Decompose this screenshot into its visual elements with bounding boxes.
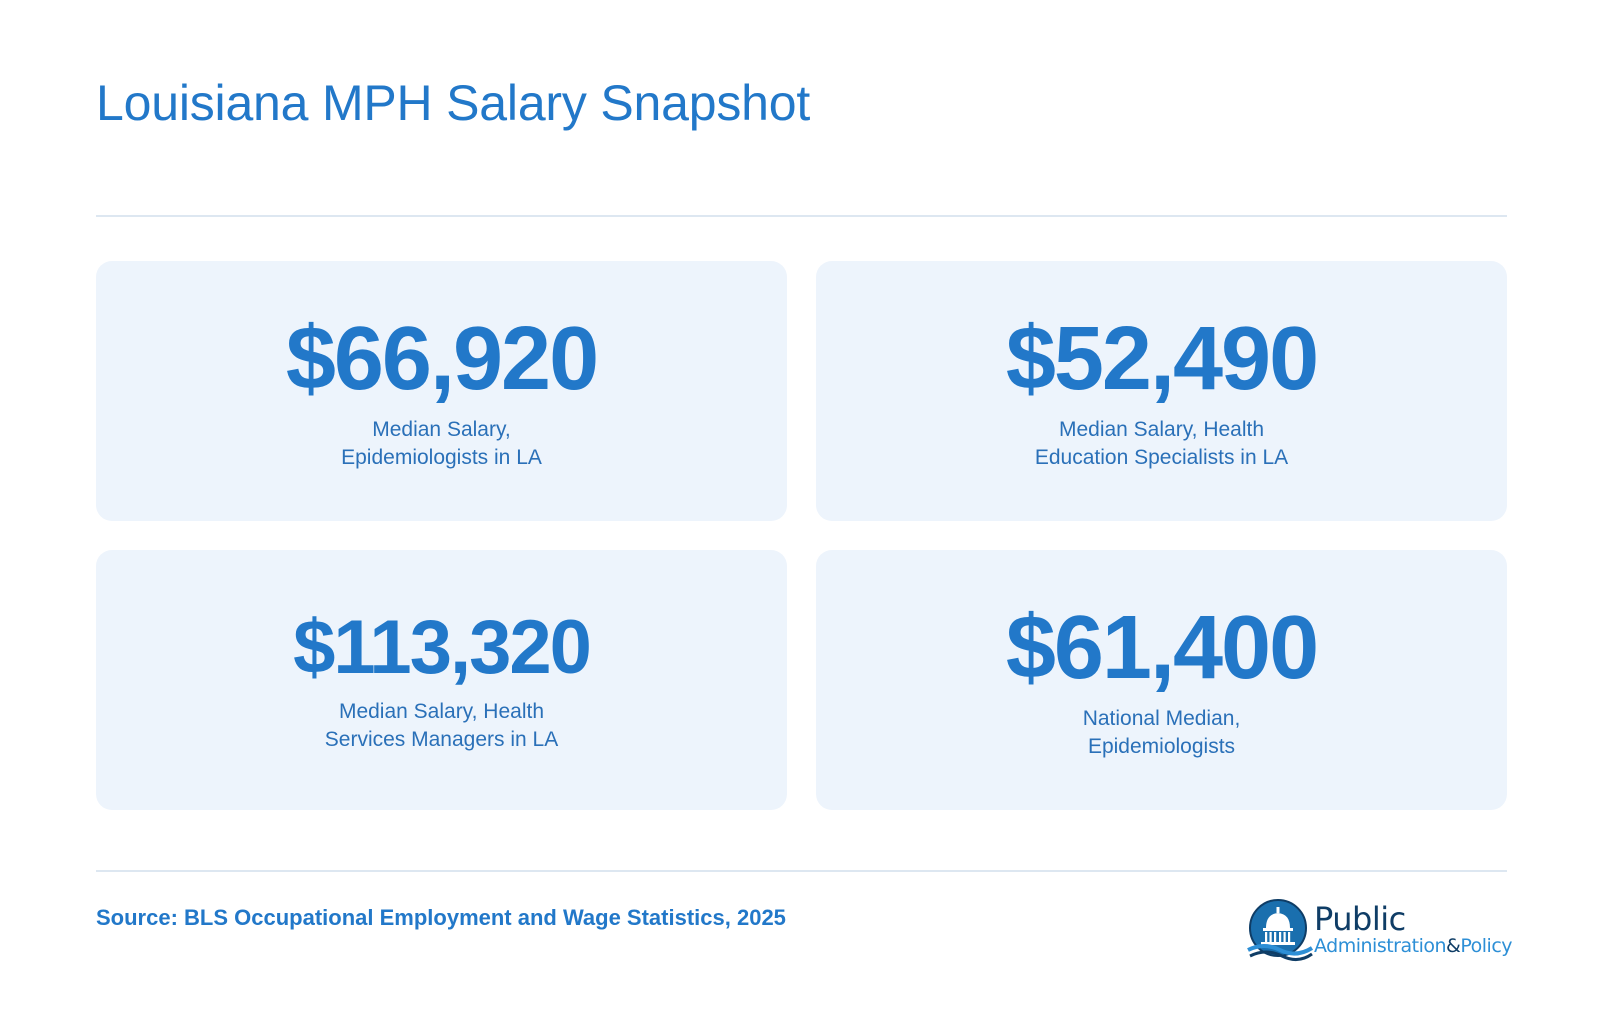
logo-word-administration: Administration	[1314, 935, 1447, 957]
stat-card-health-services-la: $113,320 Median Salary, Health Services …	[96, 550, 787, 810]
source-note: Source: BLS Occupational Employment and …	[96, 905, 786, 930]
logo-word-policy: Policy	[1460, 935, 1513, 957]
logo-ampersand: &	[1446, 935, 1461, 957]
stat-label: National Median, Epidemiologists	[1082, 707, 1241, 758]
brand-logo: Public Administration&Policy	[1246, 898, 1516, 964]
stat-value: $52,490	[1005, 309, 1319, 409]
stat-label: Median Salary, Health Education Speciali…	[1034, 418, 1289, 469]
stat-value: $113,320	[293, 605, 592, 690]
capitol-dome-icon	[1247, 899, 1314, 961]
page-title: Louisiana MPH Salary Snapshot	[96, 75, 811, 131]
stat-label: Median Salary, Health Services Managers …	[324, 700, 559, 751]
logo-wordmark-public: Public	[1314, 900, 1406, 938]
stat-value: $61,400	[1005, 598, 1319, 698]
stat-card-health-education-la: $52,490 Median Salary, Health Education …	[816, 261, 1507, 521]
stat-value: $66,920	[285, 309, 599, 409]
stat-card-national-epidemiologists: $61,400 National Median, Epidemiologists	[816, 550, 1507, 810]
stat-card-epidemiologists-la: $66,920 Median Salary, Epidemiologists i…	[96, 261, 787, 521]
logo-wordmark-subtitle: Administration&Policy	[1314, 935, 1513, 957]
top-divider	[96, 215, 1507, 217]
bottom-divider	[96, 870, 1507, 872]
stats-grid: $66,920 Median Salary, Epidemiologists i…	[96, 261, 1507, 810]
stat-label: Median Salary, Epidemiologists in LA	[341, 418, 542, 469]
